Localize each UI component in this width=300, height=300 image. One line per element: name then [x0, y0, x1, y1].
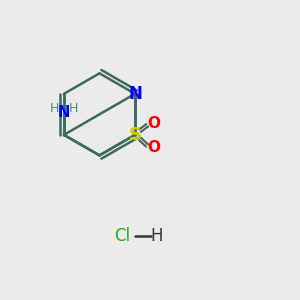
Text: N: N	[128, 85, 142, 103]
Text: H: H	[50, 102, 59, 115]
Text: H: H	[150, 227, 163, 245]
Text: O: O	[147, 116, 160, 131]
Text: O: O	[147, 140, 160, 155]
Text: Cl: Cl	[114, 227, 130, 245]
Text: N: N	[58, 105, 70, 120]
Text: H: H	[69, 102, 78, 115]
Text: S: S	[128, 126, 142, 144]
